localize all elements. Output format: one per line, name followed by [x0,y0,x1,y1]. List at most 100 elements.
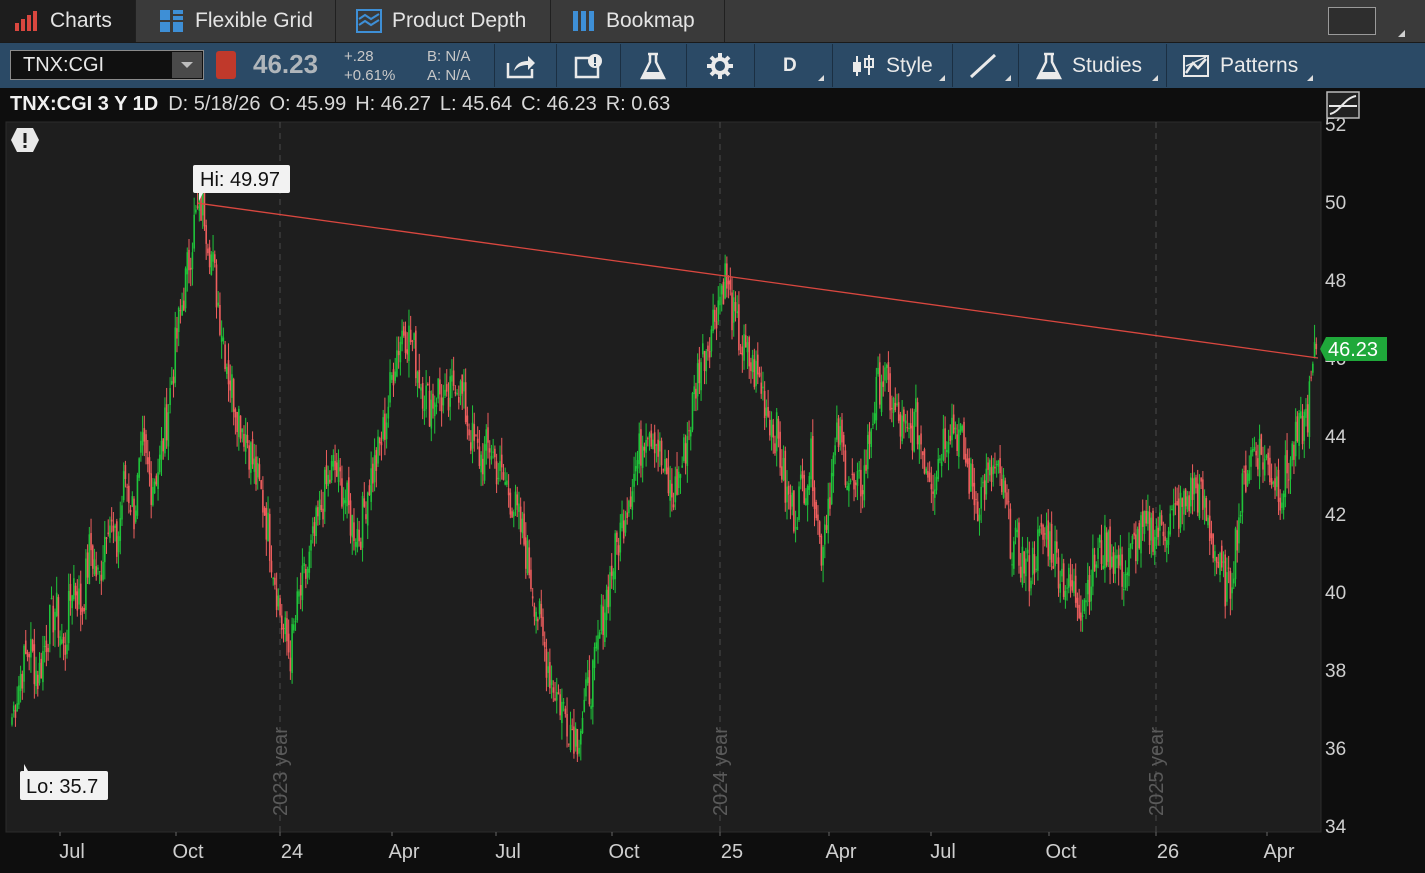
candle [760,366,763,399]
candle [1227,555,1230,584]
dropdown-corner-icon [818,75,824,81]
candle [181,292,183,316]
candle [834,437,836,465]
candle [91,544,94,577]
candle [689,426,692,451]
candle [896,393,898,407]
candle [1117,545,1120,586]
candle [538,598,541,620]
candle [1202,471,1204,520]
gear-icon [706,52,734,80]
x-tick-label: Oct [172,841,204,863]
symbol-input[interactable]: TNX:CGI [10,50,204,80]
tab-label: Charts [50,9,112,32]
candle [320,489,323,513]
share-button[interactable] [506,44,546,87]
price-chart[interactable]: 2023 year 2024 year 2025 year 34 36 38 40 42 44… [0,88,1425,873]
candle [612,568,615,591]
candle [848,476,850,507]
candle [550,665,553,699]
candle [439,367,441,412]
candle [504,467,506,486]
style-button[interactable]: Style [850,44,933,87]
candle [698,346,701,395]
expand-chart-icon[interactable] [1326,90,1362,122]
candle [157,458,159,501]
candle [791,485,793,516]
candle [1047,509,1050,567]
tab-bookmap[interactable]: Bookmap [558,0,725,42]
candle [1214,544,1216,577]
candle [782,445,785,482]
candle [573,708,575,759]
candle [1054,525,1056,578]
candle [45,624,48,667]
candle [499,445,501,482]
candle [863,449,866,508]
candle [865,449,867,474]
drawing-tools-button[interactable] [968,44,1008,87]
y-tick-label: 50 [1325,193,1346,214]
candle [528,539,531,579]
candle [1251,438,1254,457]
candle [1179,485,1182,533]
candle [722,278,725,305]
alert-flag-icon[interactable] [216,51,236,79]
trend-line[interactable] [197,202,1319,359]
candle [1056,529,1058,564]
candle [1042,523,1044,555]
window-layout-button[interactable] [1328,7,1376,35]
tab-charts[interactable]: Charts [0,0,136,42]
candle [1231,572,1233,611]
aggregation-button[interactable]: D [783,44,797,87]
candle [597,619,599,664]
candle [578,739,580,757]
candle [318,490,321,525]
candle [1217,553,1220,569]
candle [839,416,842,451]
candle [518,491,520,530]
candle [287,619,290,659]
candle [549,648,551,694]
lab-button[interactable] [640,44,676,87]
candle [239,415,242,443]
candle [102,545,104,582]
tab-flexible-grid[interactable]: Flexible Grid [145,0,336,42]
patterns-button[interactable]: Patterns [1182,44,1298,87]
symbol-dropdown-button[interactable] [172,52,202,78]
candle [262,476,264,528]
candle [693,374,696,412]
candle [1248,455,1251,484]
candle [1071,564,1074,593]
candle [712,293,714,334]
tab-product-depth[interactable]: Product Depth [342,0,551,42]
candle [1203,489,1206,525]
candle [174,311,177,388]
candlestick-icon [850,53,876,79]
alert-warning-icon[interactable] [10,126,40,154]
candle [313,516,316,547]
candle [459,379,462,406]
candle [1250,447,1252,480]
candle [1263,445,1266,482]
candle [1098,534,1101,548]
last-price: 46.23 [253,49,319,79]
candle [1097,537,1099,569]
studies-button[interactable]: Studies [1036,44,1142,87]
candle [947,429,950,471]
candle [1133,523,1135,540]
candle [595,635,598,652]
candle [557,684,560,695]
candle [691,391,694,433]
settings-button[interactable] [706,44,744,87]
candle [222,327,225,345]
chart-info-button[interactable] [574,44,614,87]
candle [884,362,886,392]
candle [210,251,213,276]
candle [909,408,912,443]
candle [1308,375,1311,449]
candle [322,491,324,528]
low-readout: L: 45.64 [439,92,513,115]
candle [530,557,532,592]
candle [366,491,369,540]
